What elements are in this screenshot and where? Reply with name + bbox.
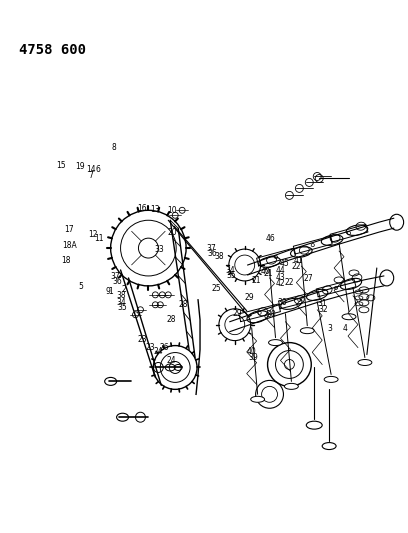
Text: 1: 1 [109, 287, 113, 296]
Text: 17: 17 [64, 225, 74, 234]
Text: 25: 25 [211, 284, 221, 293]
Ellipse shape [306, 421, 322, 429]
Ellipse shape [290, 247, 312, 257]
Text: 21: 21 [263, 269, 273, 278]
Ellipse shape [251, 397, 264, 402]
Text: 41: 41 [293, 256, 303, 265]
Text: 32: 32 [319, 305, 328, 314]
Text: 35: 35 [117, 303, 127, 312]
Text: 40: 40 [247, 347, 257, 356]
Ellipse shape [306, 289, 328, 301]
Text: 44: 44 [276, 266, 286, 274]
Text: 5: 5 [78, 282, 83, 291]
Text: 37: 37 [111, 271, 120, 280]
Text: 38: 38 [116, 291, 126, 300]
Circle shape [286, 191, 293, 199]
Text: 46: 46 [266, 235, 276, 244]
Text: 23: 23 [137, 335, 147, 344]
Text: 30: 30 [277, 298, 287, 307]
Text: 34: 34 [116, 298, 126, 307]
Text: 3: 3 [327, 324, 332, 333]
Text: 4758 600: 4758 600 [19, 43, 86, 57]
Text: 29: 29 [244, 293, 254, 302]
Text: 19: 19 [75, 163, 85, 171]
Text: 26: 26 [160, 343, 169, 352]
Text: 42: 42 [275, 279, 285, 288]
Text: 8: 8 [112, 143, 116, 152]
Text: 10: 10 [168, 206, 177, 215]
Ellipse shape [247, 311, 268, 323]
Ellipse shape [284, 383, 298, 389]
Ellipse shape [300, 328, 314, 334]
Text: 16: 16 [137, 204, 147, 213]
Text: 9: 9 [106, 287, 111, 296]
Text: 34: 34 [226, 266, 235, 274]
Text: 22: 22 [284, 278, 294, 287]
Circle shape [295, 184, 303, 192]
Text: 22: 22 [292, 262, 301, 271]
Ellipse shape [259, 257, 280, 267]
Ellipse shape [346, 225, 368, 236]
Text: 18: 18 [62, 256, 71, 265]
Text: 21: 21 [251, 276, 261, 285]
Text: 27: 27 [304, 273, 313, 282]
Text: 14: 14 [86, 166, 95, 174]
Text: 24: 24 [167, 357, 176, 366]
Ellipse shape [342, 314, 356, 320]
Text: 30: 30 [266, 310, 276, 319]
Text: 39: 39 [248, 353, 258, 362]
Text: 24: 24 [154, 347, 164, 356]
Text: 20: 20 [168, 228, 177, 237]
Text: 28: 28 [178, 300, 188, 309]
Text: 7: 7 [88, 171, 93, 180]
Ellipse shape [322, 442, 336, 449]
Text: 40: 40 [261, 268, 271, 276]
Text: 35: 35 [227, 271, 236, 280]
Text: 37: 37 [206, 244, 216, 253]
Circle shape [305, 179, 313, 187]
Text: 45: 45 [279, 259, 289, 268]
Circle shape [313, 173, 321, 181]
Ellipse shape [268, 340, 282, 345]
Text: 29: 29 [233, 309, 242, 318]
Text: 23: 23 [146, 343, 155, 352]
Ellipse shape [322, 235, 343, 245]
Text: 2: 2 [122, 285, 126, 294]
Text: 6: 6 [95, 166, 100, 174]
Text: 36: 36 [112, 277, 122, 286]
Text: 15: 15 [57, 161, 66, 170]
Text: 11: 11 [94, 235, 103, 244]
Text: 28: 28 [166, 315, 175, 324]
Text: 18A: 18A [62, 241, 77, 250]
Text: 43: 43 [275, 272, 285, 281]
Text: 36: 36 [207, 249, 217, 259]
Ellipse shape [358, 360, 372, 366]
Ellipse shape [281, 298, 302, 309]
Text: 4: 4 [343, 324, 348, 333]
Text: 13: 13 [151, 205, 160, 214]
Ellipse shape [340, 278, 361, 289]
Text: 12: 12 [89, 230, 98, 239]
Ellipse shape [324, 376, 338, 382]
Text: 31: 31 [317, 299, 327, 308]
Text: 38: 38 [215, 253, 224, 262]
Text: 33: 33 [155, 245, 164, 254]
